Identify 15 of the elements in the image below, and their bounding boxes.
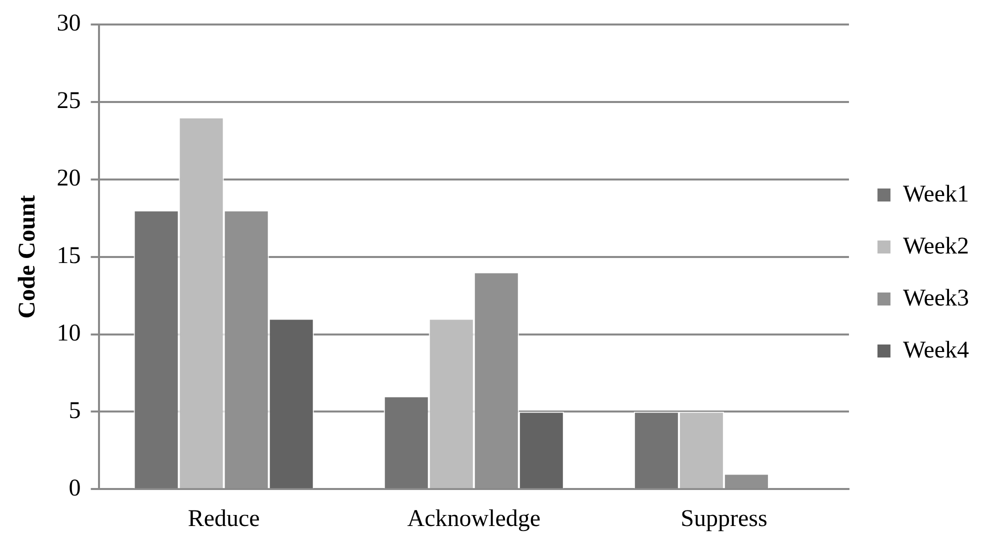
y-tick-label: 10	[56, 320, 81, 347]
y-tick-label: 20	[56, 166, 81, 192]
legend-label: Week3	[902, 285, 970, 312]
y-tick-label: 0	[68, 475, 81, 502]
y-tick-label: 25	[56, 88, 81, 114]
legend-label: Week2	[902, 233, 970, 260]
legend-label: Week4	[902, 337, 970, 364]
y-axis-title: Code Count	[14, 195, 41, 318]
x-tick-label: Suppress	[680, 506, 768, 532]
y-tick-label: 5	[68, 398, 81, 424]
y-tick-label: 30	[56, 10, 81, 37]
x-tick-label: Acknowledge	[407, 506, 541, 532]
legend-label: Week1	[902, 181, 970, 208]
x-tick-label: Reduce	[188, 506, 260, 532]
y-tick-label: 15	[56, 243, 81, 270]
